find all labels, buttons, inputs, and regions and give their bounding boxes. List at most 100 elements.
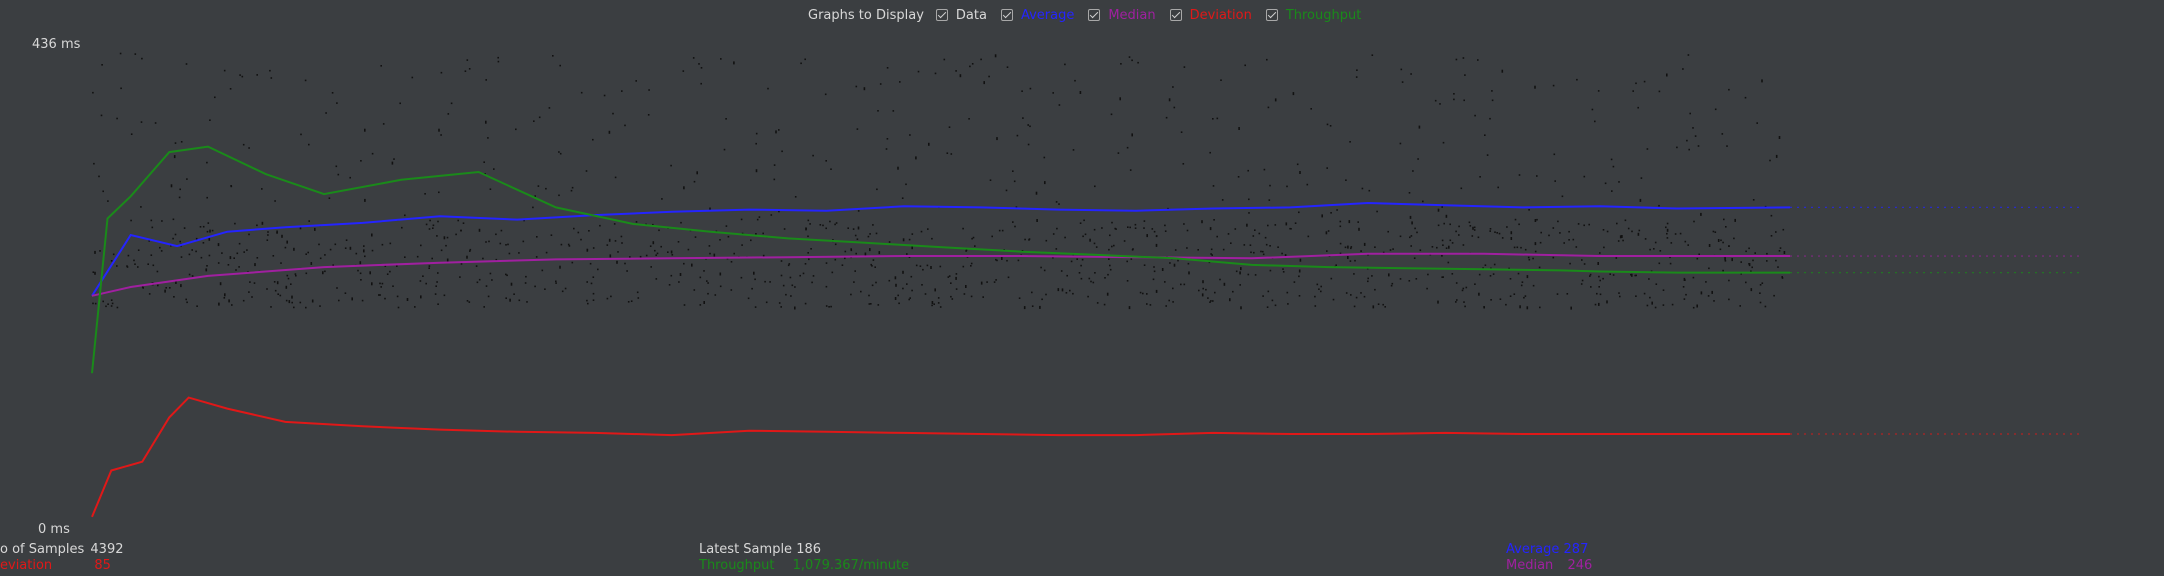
throughput-check-icon[interactable] [1265,9,1278,21]
sample-dot [1060,270,1063,272]
sample-dot [655,278,658,280]
sample-dot [733,252,735,255]
sample-dot [740,276,743,279]
sample-dot [1483,306,1485,309]
average-checkbox[interactable]: Average [1000,8,1074,23]
sample-dot [378,294,380,296]
sample-dot [1516,246,1519,249]
sample-dot [751,287,753,290]
samples-stat: o of Samples 4392 [0,542,124,557]
sample-dot [894,297,897,300]
sample-dot [1083,219,1085,222]
sample-dot [299,226,302,230]
sample-dot [1153,270,1156,273]
sample-dot [1374,246,1376,248]
sample-dot [541,269,544,272]
sample-dot [1534,250,1537,253]
deviation-checkbox[interactable]: Deviation [1169,8,1252,23]
sample-dot [1294,222,1297,224]
deviation-check-icon[interactable] [1169,9,1182,21]
median-checkbox[interactable]: Median [1088,8,1156,23]
sample-dot [1447,261,1450,264]
sample-dot [799,274,801,277]
sample-dot [626,270,628,272]
sample-dot [1367,280,1369,283]
sample-dot [1084,233,1087,236]
sample-dot [911,246,913,250]
sample-dot [1064,63,1066,66]
sample-dot [825,160,827,162]
sample-dot [130,219,132,222]
sample-dot [616,260,618,264]
sample-dot [1666,228,1669,232]
sample-dot [995,279,997,281]
sample-dot [564,287,567,290]
sample-dot [825,227,827,230]
sample-dot [955,273,958,275]
sample-dot [1027,143,1030,146]
sample-dot [1339,225,1342,228]
sample-dot [1442,141,1445,144]
sample-dot [1012,221,1014,223]
sample-dot [1239,271,1241,275]
throughput-checkbox[interactable]: Throughput [1265,8,1361,23]
sample-dot [1247,273,1250,276]
sample-dot [1186,247,1188,249]
sample-dot [399,102,401,105]
data-points [92,52,1786,310]
sample-dot [1292,92,1295,96]
sample-dot [571,186,574,189]
sample-dot [1458,225,1460,228]
sample-dot [1409,236,1411,239]
sample-dot [363,245,365,247]
sample-dot [236,252,239,255]
sample-dot [754,278,756,281]
sample-dot [667,251,669,253]
sample-dot [1392,248,1394,250]
sample-dot [1399,142,1402,145]
sample-dot [1752,199,1755,201]
sample-dot [1332,298,1335,301]
sample-dot [955,288,958,290]
sample-dot [1410,235,1413,237]
sample-dot [971,63,974,65]
sample-dot [754,306,757,308]
sample-dot [573,227,575,230]
sample-dot [1120,63,1122,65]
sample-dot [592,138,594,141]
sample-dot [671,254,674,256]
sample-dot [1775,231,1777,233]
sample-dot [428,228,431,230]
sample-dot [363,249,365,253]
sample-dot [555,282,557,284]
sample-dot [1240,267,1242,271]
sample-dot [386,273,389,275]
sample-dot [393,158,395,160]
sample-dot [497,60,500,63]
sample-dot [1207,297,1209,299]
sample-dot [1248,198,1250,201]
sample-dot [835,222,838,224]
median-stat-value: 246 [1567,558,1593,573]
average-check-icon[interactable] [1000,9,1013,21]
sample-dot [229,256,232,260]
sample-dot [908,238,911,241]
median-check-icon[interactable] [1088,9,1101,21]
toolbar-title: Graphs to Display [808,7,924,23]
sample-dot [1728,279,1730,282]
sample-dot [151,226,154,229]
sample-dot [437,220,439,223]
data-checkbox[interactable]: Data [935,8,987,23]
sample-dot [1494,231,1496,233]
sample-dot [1005,189,1008,192]
sample-dot [1155,243,1158,247]
data-check-icon[interactable] [935,9,948,21]
sample-dot [844,257,846,260]
sample-dot [1044,181,1046,185]
sample-dot [1414,227,1416,230]
sample-dot [1081,258,1084,261]
sample-dot [1662,304,1665,306]
sample-dot [208,237,211,241]
sample-dot [435,285,437,287]
sample-dot [719,272,722,276]
